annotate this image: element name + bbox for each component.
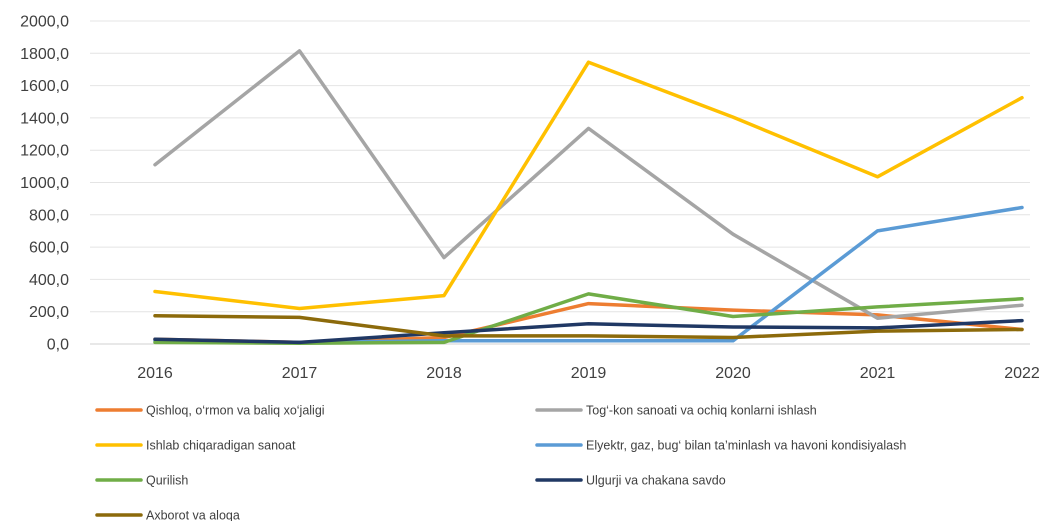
legend-label: Ishlab chiqaradigan sanoat	[146, 439, 296, 453]
y-tick-label: 1600,0	[20, 78, 69, 95]
y-tick-label: 1000,0	[20, 175, 69, 192]
y-tick-label: 1800,0	[20, 46, 69, 63]
x-tick-label: 2020	[715, 365, 751, 382]
x-tick-label: 2019	[571, 365, 607, 382]
y-tick-label: 2000,0	[20, 14, 69, 31]
series-line	[153, 60, 1024, 311]
y-tick-label: 1200,0	[20, 143, 69, 160]
series-line	[153, 313, 1024, 340]
legend-label: Qishloq, o‘rmon va baliq xo‘jaligi	[146, 404, 325, 418]
y-axis-tick-labels: 0,0 200,0 400,0 600,0 800,0 1000,0 1200,0 1400,…	[20, 14, 69, 354]
y-tick-label: 1400,0	[20, 110, 69, 127]
legend-label: Tog‘-kon sanoati va ochiq konlarni ishla…	[586, 404, 817, 418]
x-tick-label: 2018	[426, 365, 462, 382]
y-tick-label: 0,0	[47, 337, 69, 354]
y-tick-label: 400,0	[29, 272, 69, 289]
legend-label: Axborot va aloqa	[146, 509, 240, 522]
legend-label: Ulgurji va chakana savdo	[586, 474, 726, 488]
series-line	[153, 318, 1024, 345]
x-tick-label: 2016	[137, 365, 173, 382]
legend: Qishloq, o‘rmon va baliq xo‘jaligi Tog‘-k…	[95, 404, 906, 523]
y-tick-label: 600,0	[29, 240, 69, 257]
gridlines	[90, 20, 1030, 345]
x-tick-label: 2021	[860, 365, 896, 382]
y-tick-label: 200,0	[29, 304, 69, 321]
x-tick-label: 2022	[1004, 365, 1040, 382]
x-tick-label: 2017	[282, 365, 318, 382]
y-tick-label: 800,0	[29, 207, 69, 224]
legend-label: Elyektr, gaz, bug‘ bilan ta’minlash va h…	[586, 439, 906, 453]
series-lines	[153, 49, 1024, 345]
legend-label: Qurilish	[146, 474, 188, 488]
x-axis-tick-labels: 2016 2017 2018 2019 2020 2021 2022	[137, 365, 1040, 382]
series-line	[153, 49, 1024, 320]
